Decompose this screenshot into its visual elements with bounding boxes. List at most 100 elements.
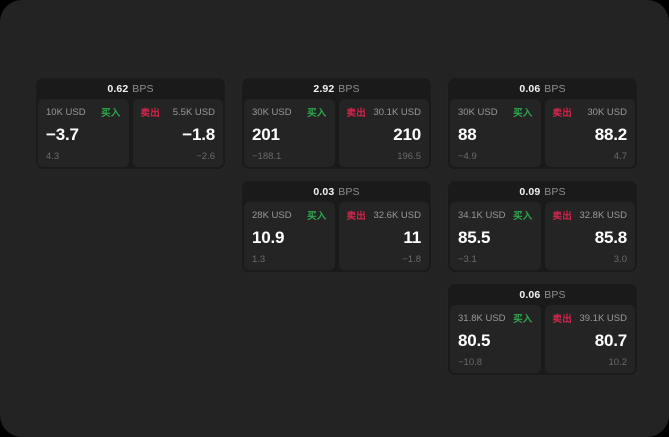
buy-side-tag: 买入 <box>513 108 533 119</box>
buy-subvalue: −10.8 <box>458 356 483 368</box>
card-body: 31.8K USD 买入 80.5 −10.8 卖出 39.1K USD 80.… <box>448 305 637 375</box>
sell-price: 11 <box>403 228 421 248</box>
buy-panel[interactable]: 34.1K USD 买入 85.5 −3.1 <box>450 202 541 270</box>
buy-size-label: 10K USD <box>46 106 86 118</box>
sell-subvalue: −1.8 <box>402 253 421 265</box>
bps-unit-label: BPS <box>544 185 566 198</box>
quote-card[interactable]: 0.06 BPS 30K USD 买入 88 −4.9 卖出 <box>448 78 637 169</box>
bps-value: 0.09 <box>519 185 541 198</box>
sell-panel[interactable]: 卖出 32.6K USD 11 −1.8 <box>338 202 429 270</box>
buy-panel[interactable]: 10K USD 买入 −3.7 4.3 <box>38 99 129 167</box>
sell-size-label: 5.5K USD <box>172 106 215 118</box>
buy-size-label: 30K USD <box>458 106 498 118</box>
buy-side-tag: 买入 <box>307 108 327 119</box>
bps-value: 0.03 <box>313 185 335 198</box>
buy-side-tag: 买入 <box>513 211 533 222</box>
quote-card[interactable]: 0.06 BPS 31.8K USD 买入 80.5 −10.8 卖 <box>448 284 637 375</box>
bps-unit-label: BPS <box>544 82 566 95</box>
buy-side-tag: 买入 <box>513 314 533 325</box>
bps-unit-label: BPS <box>132 82 154 95</box>
buy-price: −3.7 <box>46 125 79 145</box>
sell-panel[interactable]: 卖出 30.1K USD 210 196.5 <box>338 99 429 167</box>
card-body: 30K USD 买入 201 −188.1 卖出 30.1K USD 210 1… <box>242 99 431 169</box>
sell-price: 85.8 <box>594 228 627 248</box>
sell-subvalue: 3.0 <box>613 253 627 265</box>
bps-unit-label: BPS <box>544 288 566 301</box>
quote-card[interactable]: 0.09 BPS 34.1K USD 买入 85.5 −3.1 卖出 <box>448 181 637 272</box>
sell-panel[interactable]: 卖出 39.1K USD 80.7 10.2 <box>544 305 635 373</box>
sell-panel-header: 卖出 39.1K USD <box>552 312 628 326</box>
sell-size-label: 39.1K USD <box>579 312 627 324</box>
sell-price: 80.7 <box>594 331 627 351</box>
buy-subvalue: −3.1 <box>458 253 477 265</box>
buy-price: 85.5 <box>458 228 491 248</box>
card-header: 0.09 BPS <box>448 181 637 202</box>
card-header: 0.06 BPS <box>448 284 637 305</box>
buy-size-label: 34.1K USD <box>458 209 506 221</box>
sell-panel-header: 卖出 5.5K USD <box>140 106 216 120</box>
sell-side-tag: 卖出 <box>552 108 572 119</box>
buy-subvalue: −188.1 <box>252 150 282 162</box>
sell-subvalue: 196.5 <box>397 150 421 162</box>
buy-side-tag: 买入 <box>307 211 327 222</box>
buy-panel-header: 30K USD 买入 <box>458 106 533 120</box>
bps-value: 0.62 <box>107 82 129 95</box>
sell-subvalue: 4.7 <box>613 150 627 162</box>
card-body: 34.1K USD 买入 85.5 −3.1 卖出 32.8K USD 85.8… <box>448 202 637 272</box>
quote-card[interactable]: 2.92 BPS 30K USD 买入 201 −188.1 卖出 <box>242 78 431 169</box>
sell-side-tag: 卖出 <box>552 314 572 325</box>
buy-size-label: 31.8K USD <box>458 312 506 324</box>
card-body: 10K USD 买入 −3.7 4.3 卖出 5.5K USD −1.8 −2.… <box>36 99 225 169</box>
sell-size-label: 32.6K USD <box>373 209 421 221</box>
card-header: 0.06 BPS <box>448 78 637 99</box>
buy-panel[interactable]: 30K USD 买入 88 −4.9 <box>450 99 541 167</box>
buy-price: 80.5 <box>458 331 491 351</box>
buy-size-label: 28K USD <box>252 209 292 221</box>
sell-side-tag: 卖出 <box>346 211 366 222</box>
buy-side-tag: 买入 <box>101 108 121 119</box>
bps-unit-label: BPS <box>338 82 360 95</box>
card-body: 28K USD 买入 10.9 1.3 卖出 32.6K USD 11 −1.8 <box>242 202 431 272</box>
sell-subvalue: 10.2 <box>608 356 628 368</box>
buy-panel[interactable]: 30K USD 买入 201 −188.1 <box>244 99 335 167</box>
sell-panel-header: 卖出 30K USD <box>552 106 628 120</box>
sell-side-tag: 卖出 <box>140 108 160 119</box>
buy-price: 88 <box>458 125 477 145</box>
bps-value: 0.06 <box>519 288 541 301</box>
sell-panel[interactable]: 卖出 32.8K USD 85.8 3.0 <box>544 202 635 270</box>
card-header: 0.03 BPS <box>242 181 431 202</box>
card-body: 30K USD 买入 88 −4.9 卖出 30K USD 88.2 4.7 <box>448 99 637 169</box>
bps-unit-label: BPS <box>338 185 360 198</box>
sell-panel[interactable]: 卖出 30K USD 88.2 4.7 <box>544 99 635 167</box>
bps-value: 0.06 <box>519 82 541 95</box>
card-header: 0.62 BPS <box>36 78 225 99</box>
sell-panel[interactable]: 卖出 5.5K USD −1.8 −2.6 <box>132 99 223 167</box>
buy-panel-header: 10K USD 买入 <box>46 106 121 120</box>
buy-price: 201 <box>252 125 280 145</box>
sell-size-label: 32.8K USD <box>579 209 627 221</box>
buy-panel-header: 28K USD 买入 <box>252 209 327 223</box>
buy-panel[interactable]: 28K USD 买入 10.9 1.3 <box>244 202 335 270</box>
buy-panel-header: 34.1K USD 买入 <box>458 209 533 223</box>
sell-side-tag: 卖出 <box>346 108 366 119</box>
quote-column-1: 0.62 BPS 10K USD 买入 −3.7 4.3 卖出 <box>36 78 225 169</box>
bps-value: 2.92 <box>313 82 335 95</box>
card-header: 2.92 BPS <box>242 78 431 99</box>
sell-price: −1.8 <box>182 125 215 145</box>
quote-column-3: 0.06 BPS 30K USD 买入 88 −4.9 卖出 <box>448 78 637 375</box>
buy-subvalue: 4.3 <box>46 150 60 162</box>
quote-card-board: 0.62 BPS 10K USD 买入 −3.7 4.3 卖出 <box>36 78 637 375</box>
quote-card[interactable]: 0.03 BPS 28K USD 买入 10.9 1.3 卖出 <box>242 181 431 272</box>
buy-panel-header: 30K USD 买入 <box>252 106 327 120</box>
sell-side-tag: 卖出 <box>552 211 572 222</box>
sell-panel-header: 卖出 32.6K USD <box>346 209 422 223</box>
sell-size-label: 30K USD <box>587 106 627 118</box>
sell-size-label: 30.1K USD <box>373 106 421 118</box>
buy-panel[interactable]: 31.8K USD 买入 80.5 −10.8 <box>450 305 541 373</box>
sell-price: 88.2 <box>594 125 627 145</box>
sell-panel-header: 卖出 32.8K USD <box>552 209 628 223</box>
quote-card[interactable]: 0.62 BPS 10K USD 买入 −3.7 4.3 卖出 <box>36 78 225 169</box>
buy-size-label: 30K USD <box>252 106 292 118</box>
sell-price: 210 <box>393 125 421 145</box>
